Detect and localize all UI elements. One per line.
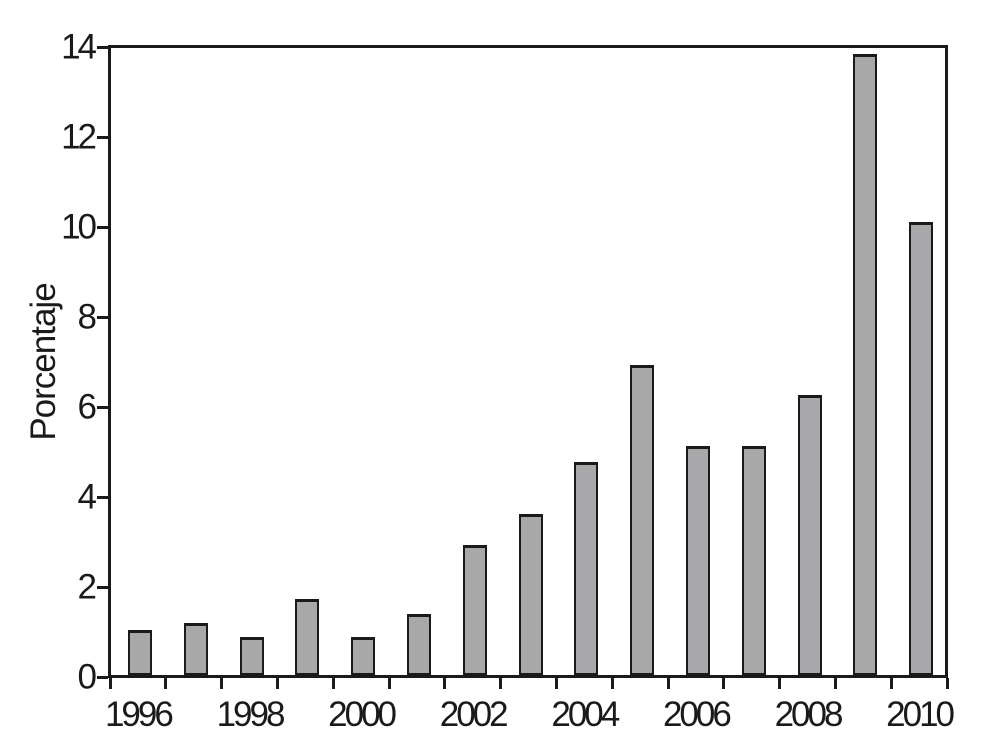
y-axis-tick bbox=[97, 225, 108, 229]
bar-2000 bbox=[351, 637, 376, 675]
bar-2010 bbox=[909, 222, 934, 675]
bar-2001 bbox=[406, 614, 431, 675]
y-tick-label: 6 bbox=[77, 387, 97, 427]
x-axis-tick bbox=[945, 678, 949, 689]
bar-2008 bbox=[797, 395, 822, 675]
x-axis-tick bbox=[387, 678, 391, 689]
y-tick-label: 4 bbox=[77, 477, 97, 517]
y-axis-tick bbox=[97, 585, 108, 589]
x-axis-tick bbox=[275, 678, 279, 689]
x-axis-tick bbox=[778, 678, 782, 689]
y-tick-label: 12 bbox=[61, 117, 97, 157]
bar-2006 bbox=[685, 446, 710, 675]
y-axis-tick bbox=[97, 495, 108, 499]
x-axis-tick bbox=[833, 678, 837, 689]
bar-1997 bbox=[183, 623, 208, 675]
plot-frame bbox=[108, 45, 948, 678]
bar-2004 bbox=[574, 462, 599, 675]
x-axis-tick bbox=[554, 678, 558, 689]
bar-1998 bbox=[239, 637, 264, 675]
x-tick-label: 2006 bbox=[662, 695, 732, 734]
x-tick-label: 2010 bbox=[886, 695, 955, 734]
y-tick-label: 2 bbox=[77, 567, 97, 607]
bar-1996 bbox=[127, 630, 152, 675]
x-axis-tick bbox=[220, 678, 224, 689]
x-axis-tick bbox=[499, 678, 503, 689]
bar-1999 bbox=[295, 599, 320, 675]
y-tick-label: 0 bbox=[77, 657, 97, 697]
x-tick-label: 2008 bbox=[774, 695, 844, 734]
x-axis-tick bbox=[164, 678, 168, 689]
bar-2009 bbox=[853, 54, 878, 675]
x-tick-label: 2000 bbox=[328, 695, 397, 734]
x-axis-tick bbox=[331, 678, 335, 689]
y-axis-tick bbox=[97, 135, 108, 139]
x-tick-label: 2002 bbox=[439, 695, 509, 734]
y-axis-tick bbox=[97, 675, 108, 679]
x-tick-label: 1998 bbox=[216, 695, 286, 734]
x-tick-label: 1996 bbox=[104, 695, 174, 734]
y-tick-label: 10 bbox=[61, 207, 97, 247]
x-tick-label: 2004 bbox=[551, 695, 620, 734]
x-axis-tick bbox=[610, 678, 614, 689]
y-axis-tick bbox=[97, 45, 108, 49]
bar-2003 bbox=[518, 514, 543, 675]
x-axis-tick bbox=[666, 678, 670, 689]
bar-2005 bbox=[630, 365, 655, 675]
y-axis-tick bbox=[97, 405, 108, 409]
x-axis-tick bbox=[443, 678, 447, 689]
bar-2007 bbox=[741, 446, 766, 675]
x-axis-tick bbox=[108, 678, 112, 689]
y-axis-tick bbox=[97, 315, 108, 319]
x-axis-tick bbox=[722, 678, 726, 689]
y-tick-label: 8 bbox=[77, 297, 97, 337]
y-tick-label: 14 bbox=[61, 27, 97, 67]
x-axis-tick bbox=[889, 678, 893, 689]
bar-2002 bbox=[462, 545, 487, 675]
